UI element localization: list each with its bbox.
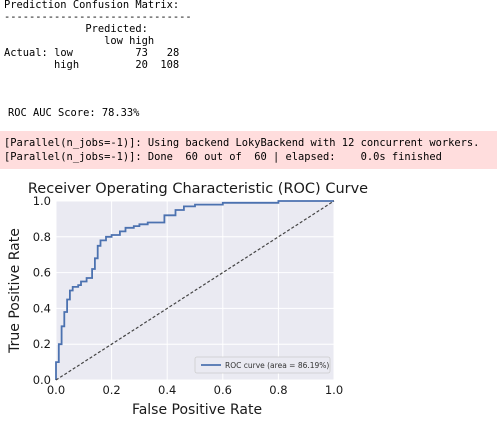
y-tick-label: 0.6 xyxy=(33,266,51,280)
y-tick-label: 0.2 xyxy=(33,337,51,351)
x-axis-label: False Positive Rate xyxy=(132,402,262,418)
roc-chart: 0.0 0.2 0.4 0.6 0.8 1.00.00.20.40.60.81.0Rece… xyxy=(7,181,368,418)
stderr-line: [Parallel(n_jobs=-1)]: Done 60 out of 60… xyxy=(4,151,442,163)
row-label-high: high xyxy=(54,58,80,71)
x-tick-label: 0.0 xyxy=(47,383,65,397)
matrix-cell: 73 xyxy=(135,46,148,59)
col-header-low: low xyxy=(104,34,123,47)
x-tick-label: 0.8 xyxy=(269,383,287,397)
confusion-matrix-output: Prediction Confusion Matrix: -----------… xyxy=(4,0,192,71)
row-label-low: low xyxy=(54,46,73,59)
predicted-header: Predicted: xyxy=(85,22,148,35)
legend-label: ROC curve (area = 86.19%) xyxy=(225,361,329,370)
x-tick-label: 0.6 xyxy=(214,383,232,397)
actual-label: Actual: xyxy=(4,46,48,59)
stderr-output: [Parallel(n_jobs=-1)]: Using backend Lok… xyxy=(0,131,497,169)
col-header-high: high xyxy=(129,34,155,47)
y-tick-label: 1.0 xyxy=(33,194,51,208)
matrix-cell: 20 xyxy=(135,58,148,71)
chart-title: Receiver Operating Characteristic (ROC) … xyxy=(28,181,368,197)
legend-box xyxy=(194,356,331,374)
chance-line xyxy=(55,200,335,381)
x-tick-label: 0.4 xyxy=(158,383,176,397)
y-tick-label: 0.8 xyxy=(33,230,51,244)
auc-score-text: ROC AUC Score: 78.33% xyxy=(8,107,140,119)
x-tick-label: 0.2 xyxy=(102,383,120,397)
matrix-cell: 28 xyxy=(166,46,180,59)
y-tick-label: 0.0 xyxy=(33,373,51,387)
roc-curve-line xyxy=(55,200,334,380)
matrix-title: Prediction Confusion Matrix: xyxy=(4,0,180,11)
matrix-separator: ------------------------------ xyxy=(4,10,192,23)
y-tick-label: 0.4 xyxy=(33,301,51,315)
y-axis-label: True Positive Rate xyxy=(7,228,23,354)
x-tick-label: 1.0 xyxy=(325,383,343,397)
stderr-line: [Parallel(n_jobs=-1)]: Using backend Lok… xyxy=(4,137,480,149)
matrix-cell: 108 xyxy=(160,58,180,71)
